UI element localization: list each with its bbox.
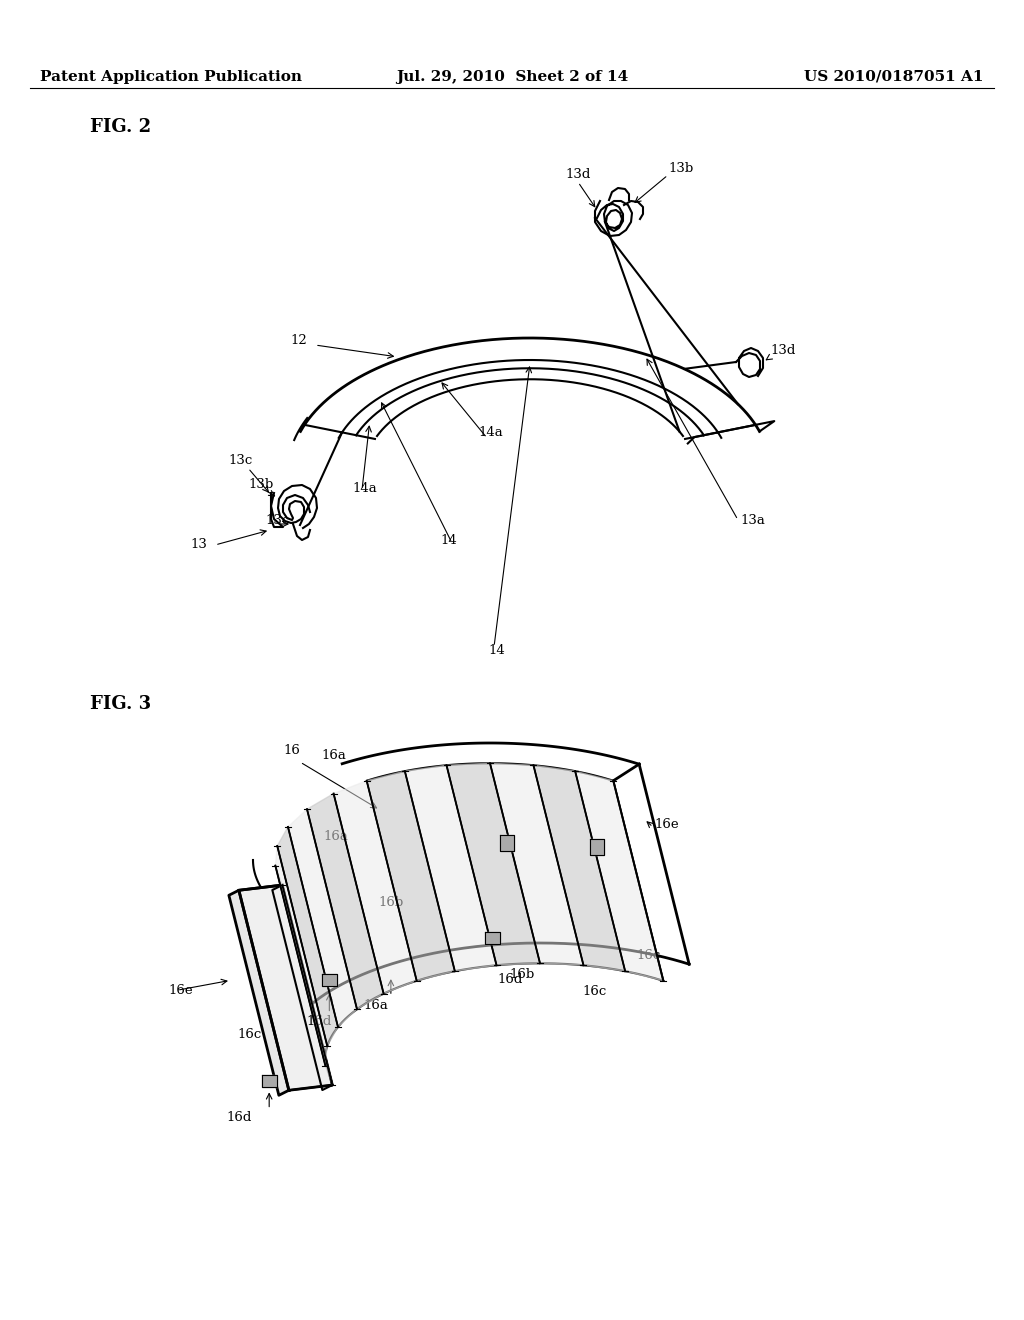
Polygon shape <box>590 840 604 855</box>
Text: 14: 14 <box>488 644 505 656</box>
Polygon shape <box>501 836 514 851</box>
Polygon shape <box>534 766 626 972</box>
Polygon shape <box>446 763 540 965</box>
Text: 13d: 13d <box>770 343 796 356</box>
Text: 16c: 16c <box>636 949 660 962</box>
Text: Patent Application Publication: Patent Application Publication <box>40 70 302 84</box>
Text: US 2010/0187051 A1: US 2010/0187051 A1 <box>805 70 984 84</box>
Text: 14a: 14a <box>478 425 503 438</box>
Polygon shape <box>275 866 333 1085</box>
Text: 14: 14 <box>440 533 457 546</box>
Text: 16e: 16e <box>654 817 679 830</box>
Text: 16d: 16d <box>306 1015 332 1028</box>
Text: 13b: 13b <box>248 479 273 491</box>
Polygon shape <box>367 771 455 981</box>
Text: 14a: 14a <box>352 482 377 495</box>
Text: 13c: 13c <box>228 454 252 466</box>
Polygon shape <box>262 1076 276 1088</box>
Polygon shape <box>307 793 384 1010</box>
Text: 16d: 16d <box>498 973 522 986</box>
Text: 13a: 13a <box>740 513 765 527</box>
Text: 16d: 16d <box>226 1111 252 1125</box>
Text: 13b: 13b <box>668 161 693 174</box>
Text: 16c: 16c <box>583 985 606 998</box>
Text: 13c: 13c <box>265 513 289 527</box>
Polygon shape <box>288 809 357 1027</box>
Text: 16a: 16a <box>364 999 388 1012</box>
Text: 16c: 16c <box>238 1028 262 1041</box>
Text: 12: 12 <box>290 334 307 346</box>
Polygon shape <box>404 766 497 972</box>
Text: 16a: 16a <box>324 830 348 843</box>
Polygon shape <box>490 763 584 965</box>
Polygon shape <box>484 932 500 944</box>
Text: FIG. 3: FIG. 3 <box>90 696 152 713</box>
Polygon shape <box>228 890 289 1096</box>
Text: 16b: 16b <box>510 969 536 981</box>
Text: 13: 13 <box>190 539 207 552</box>
Polygon shape <box>275 846 328 1065</box>
Polygon shape <box>575 771 664 981</box>
Polygon shape <box>334 780 417 994</box>
Text: 16: 16 <box>283 743 300 756</box>
Text: Jul. 29, 2010  Sheet 2 of 14: Jul. 29, 2010 Sheet 2 of 14 <box>396 70 628 84</box>
Text: FIG. 2: FIG. 2 <box>90 117 152 136</box>
Polygon shape <box>278 826 338 1045</box>
Text: 16b: 16b <box>379 896 404 908</box>
Text: 16a: 16a <box>322 750 347 762</box>
Polygon shape <box>322 974 337 986</box>
Text: 16e: 16e <box>169 983 194 997</box>
Polygon shape <box>239 884 333 1090</box>
Text: 13d: 13d <box>565 169 591 181</box>
